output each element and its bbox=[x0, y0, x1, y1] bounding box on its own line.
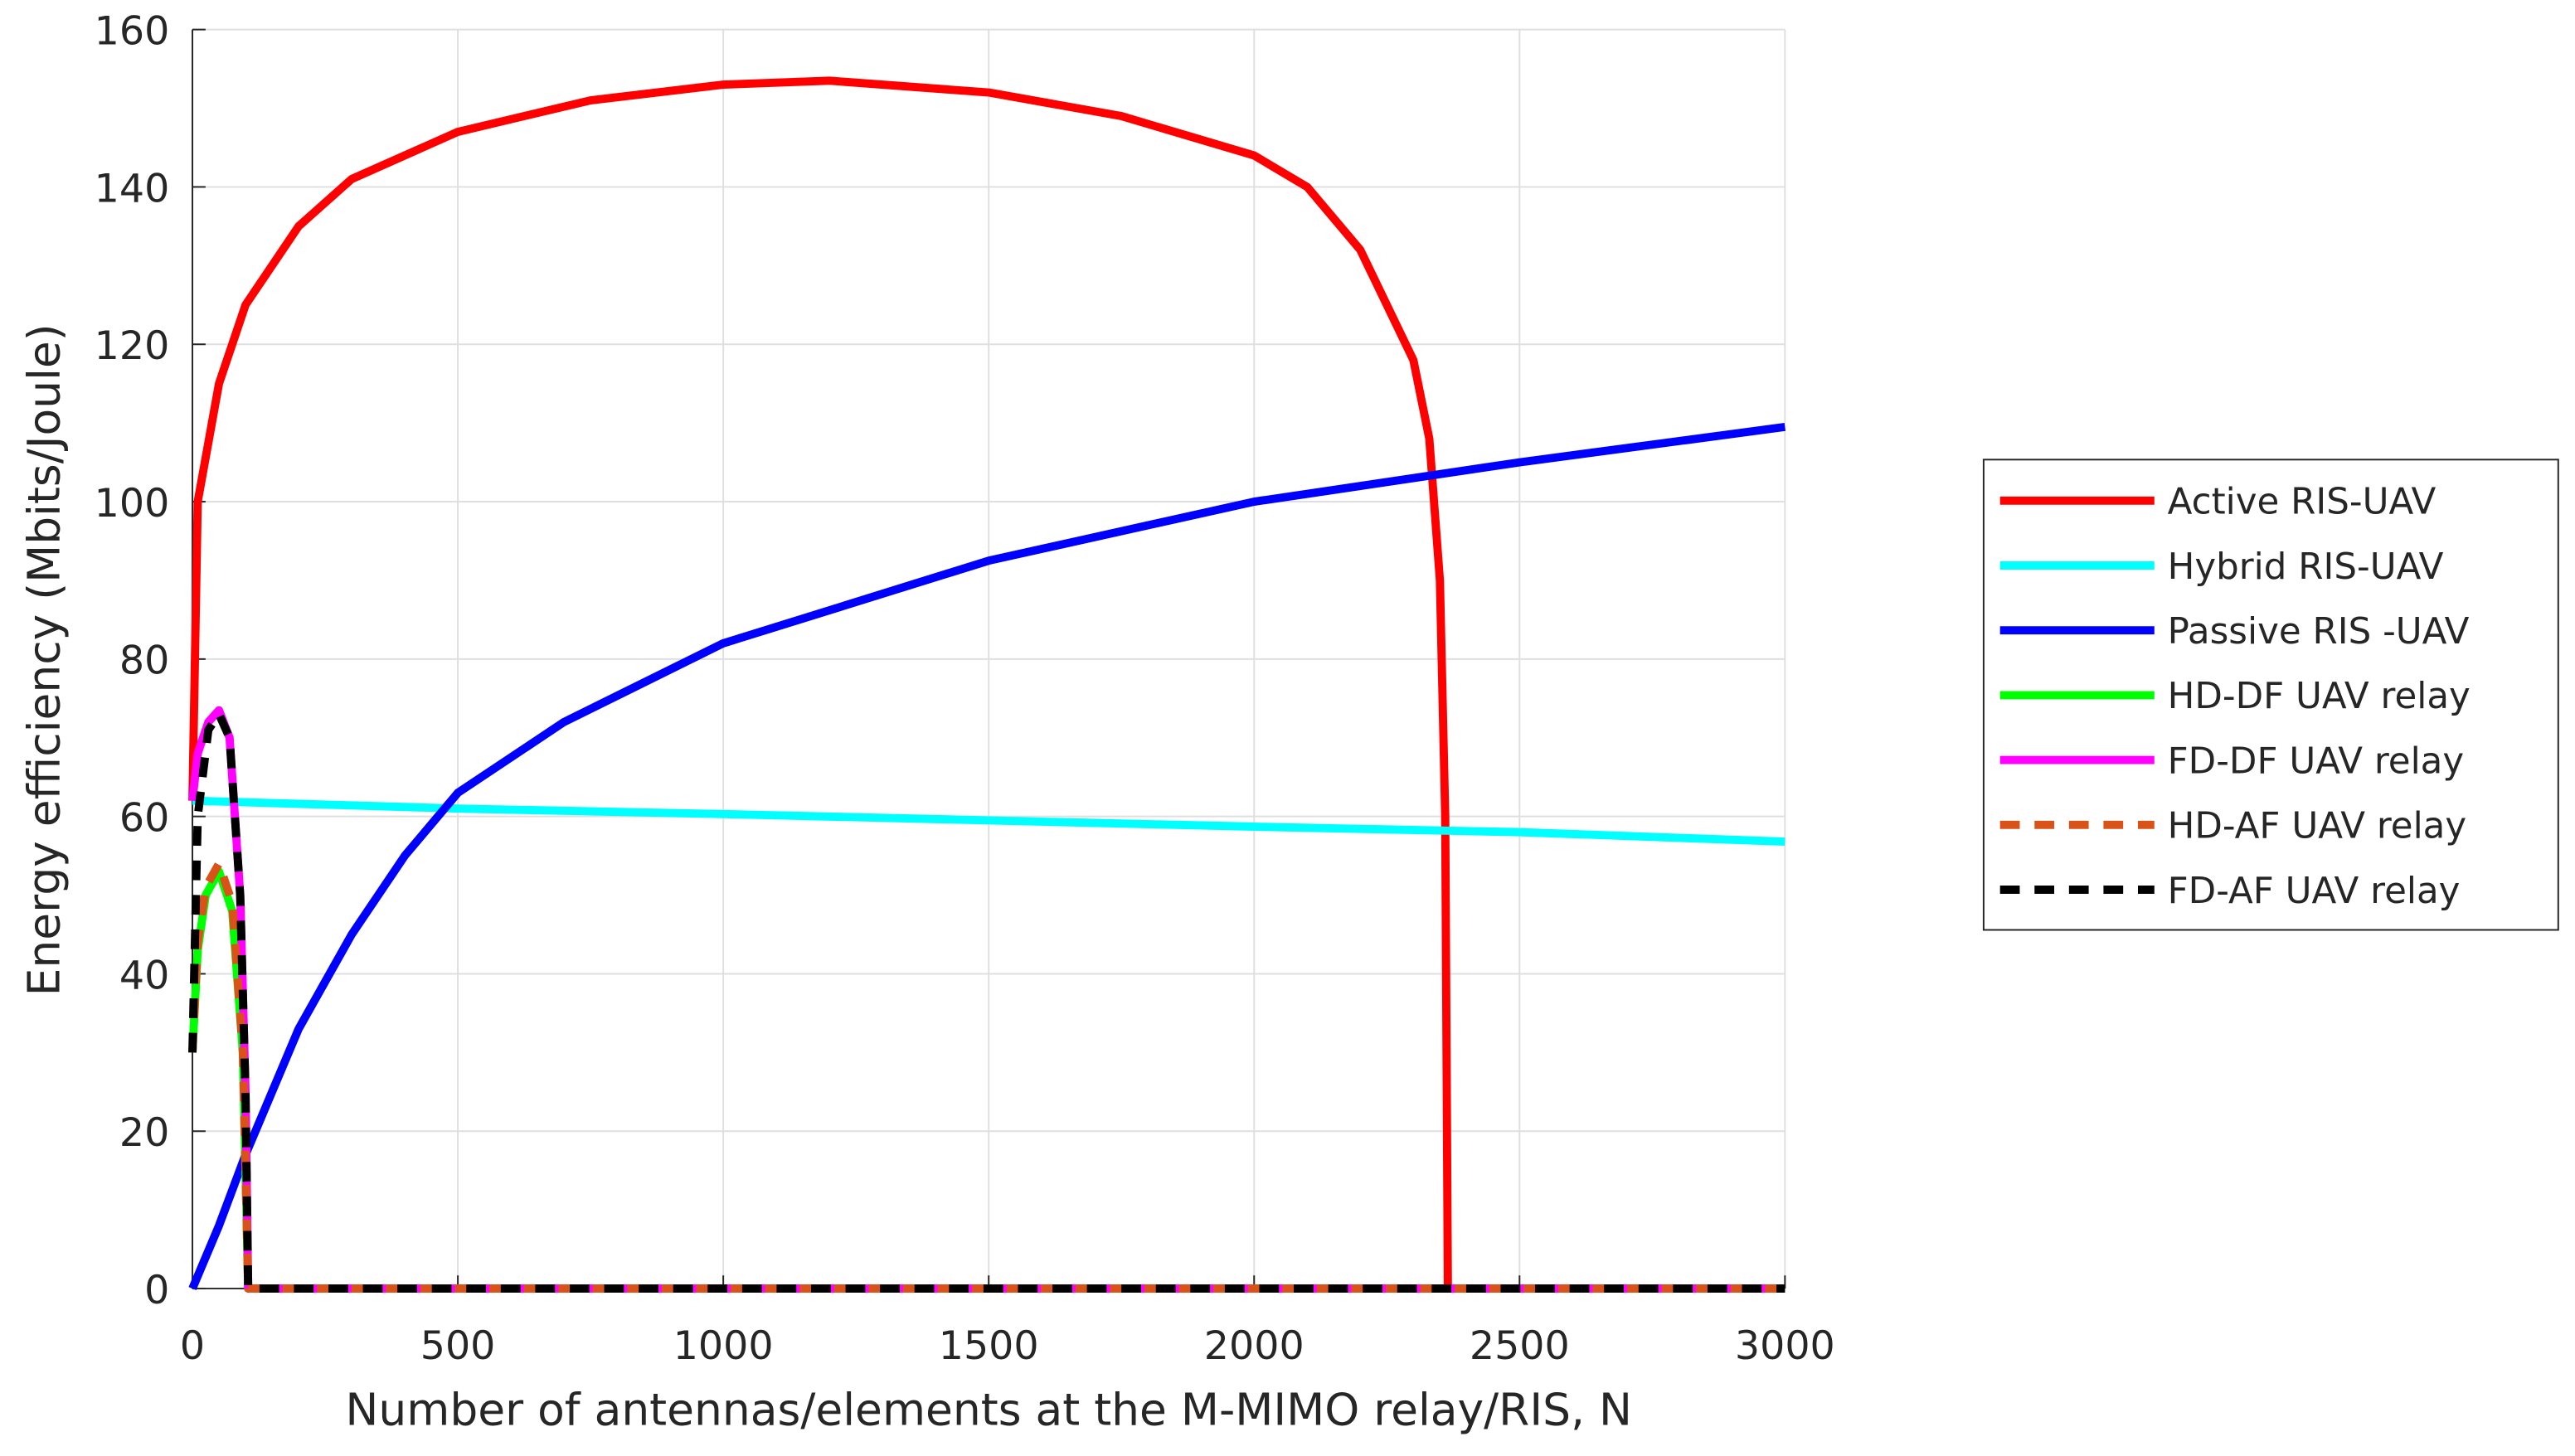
x-tick-label: 2500 bbox=[1470, 1323, 1570, 1369]
y-axis-label: Energy efficiency (Mbits/Joule) bbox=[18, 323, 70, 996]
legend-label: HD-DF UAV relay bbox=[2168, 676, 2471, 717]
x-tick-label: 3000 bbox=[1735, 1323, 1835, 1369]
x-axis-label: Number of antennas/elements at the M-MIM… bbox=[345, 1383, 1632, 1435]
y-tick-label: 120 bbox=[95, 323, 170, 369]
x-tick-label: 1500 bbox=[939, 1323, 1039, 1369]
legend-label: Active RIS-UAV bbox=[2168, 482, 2437, 523]
x-tick-label: 1000 bbox=[673, 1323, 774, 1369]
y-tick-label: 80 bbox=[119, 638, 169, 684]
legend-label: Passive RIS -UAV bbox=[2168, 611, 2470, 653]
y-tick-label: 140 bbox=[95, 166, 170, 211]
legend-label: Hybrid RIS-UAV bbox=[2168, 546, 2444, 588]
y-tick-label: 60 bbox=[119, 795, 169, 841]
y-tick-label: 20 bbox=[119, 1110, 169, 1156]
x-tick-label: 2000 bbox=[1204, 1323, 1305, 1369]
x-tick-label: 0 bbox=[180, 1323, 205, 1369]
y-tick-label: 0 bbox=[144, 1268, 169, 1313]
y-tick-label: 100 bbox=[95, 481, 170, 527]
legend-label: HD-AF UAV relay bbox=[2168, 806, 2467, 847]
data-line bbox=[192, 796, 1785, 846]
legend-label: FD-AF UAV relay bbox=[2168, 871, 2461, 912]
y-tick-label: 160 bbox=[95, 8, 170, 54]
data-line bbox=[188, 76, 1785, 1293]
legend-label: FD-DF UAV relay bbox=[2168, 740, 2465, 782]
y-tick-label: 40 bbox=[119, 953, 169, 998]
x-tick-label: 500 bbox=[420, 1323, 496, 1369]
